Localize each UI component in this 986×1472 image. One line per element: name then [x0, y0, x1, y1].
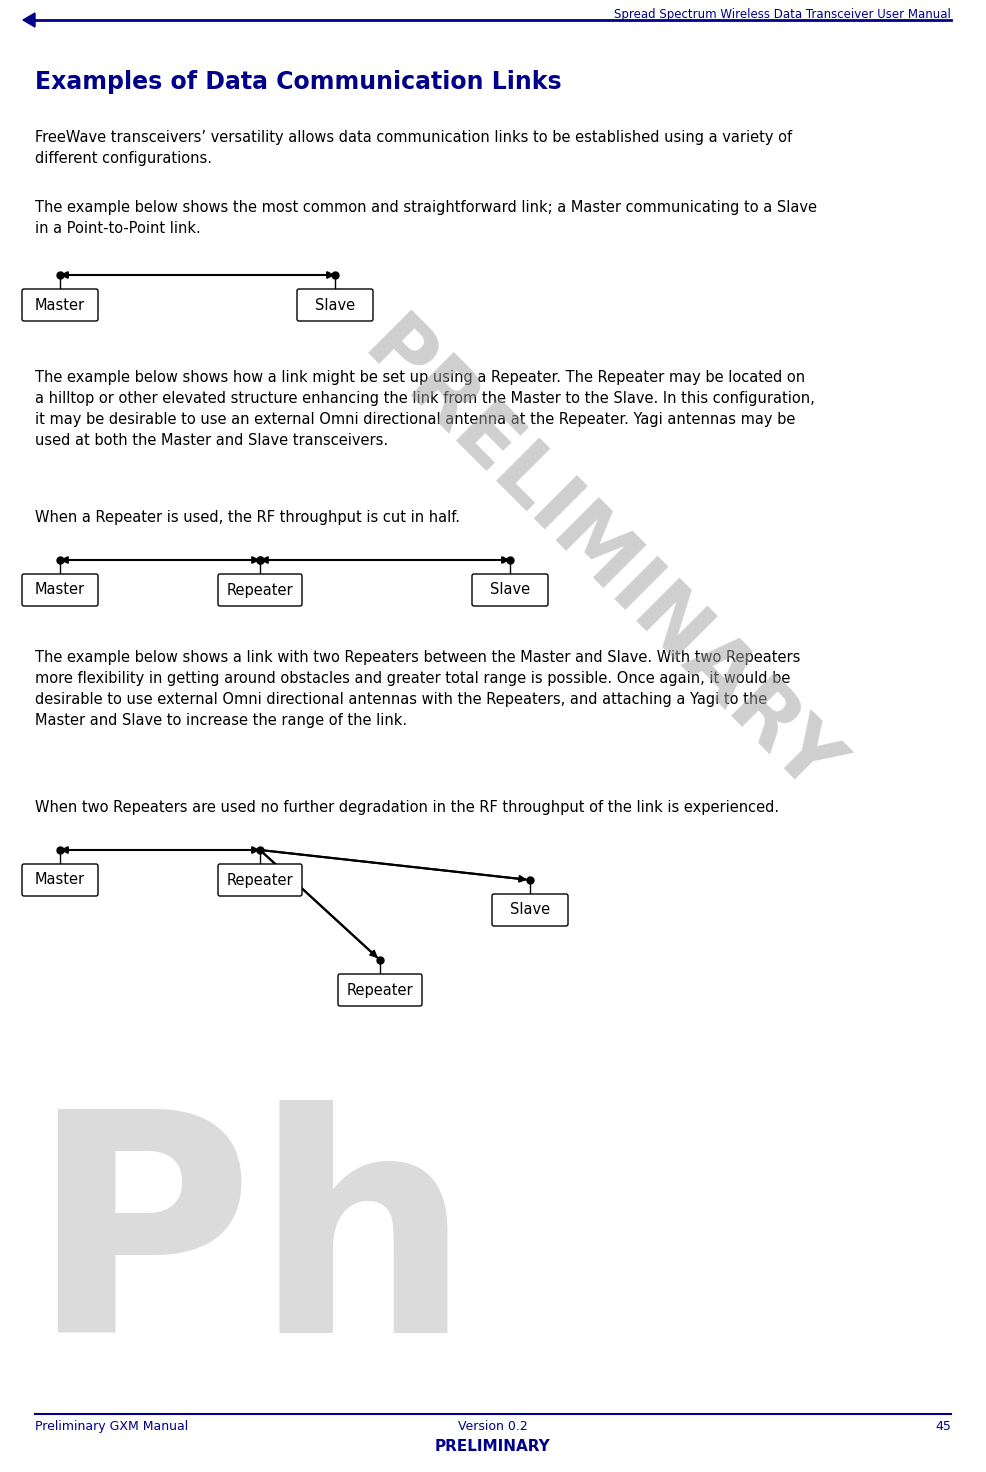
FancyBboxPatch shape	[22, 574, 98, 606]
Text: Master: Master	[35, 583, 85, 598]
Text: When two Repeaters are used no further degradation in the RF throughput of the l: When two Repeaters are used no further d…	[35, 799, 779, 815]
Text: PRELIMINARY: PRELIMINARY	[347, 308, 853, 813]
Text: Master: Master	[35, 297, 85, 312]
Text: Master: Master	[35, 873, 85, 888]
Text: Version 0.2: Version 0.2	[458, 1420, 528, 1434]
FancyBboxPatch shape	[22, 864, 98, 896]
Text: PRELIMINARY: PRELIMINARY	[435, 1440, 551, 1454]
Polygon shape	[23, 13, 35, 26]
FancyBboxPatch shape	[297, 289, 373, 321]
FancyBboxPatch shape	[22, 289, 98, 321]
Text: Repeater: Repeater	[227, 873, 293, 888]
Text: The example below shows how a link might be set up using a Repeater. The Repeate: The example below shows how a link might…	[35, 369, 814, 447]
Text: When a Repeater is used, the RF throughput is cut in half.: When a Repeater is used, the RF throughp…	[35, 509, 460, 526]
Text: Preliminary GXM Manual: Preliminary GXM Manual	[35, 1420, 188, 1434]
FancyBboxPatch shape	[218, 574, 302, 606]
Text: Repeater: Repeater	[227, 583, 293, 598]
Text: 45: 45	[935, 1420, 951, 1434]
Text: Slave: Slave	[315, 297, 355, 312]
FancyBboxPatch shape	[472, 574, 548, 606]
Text: Ph: Ph	[30, 1100, 471, 1397]
FancyBboxPatch shape	[218, 864, 302, 896]
Text: Repeater: Repeater	[347, 982, 413, 998]
Text: The example below shows a link with two Repeaters between the Master and Slave. : The example below shows a link with two …	[35, 651, 801, 729]
Text: Spread Spectrum Wireless Data Transceiver User Manual: Spread Spectrum Wireless Data Transceive…	[614, 7, 951, 21]
Text: Examples of Data Communication Links: Examples of Data Communication Links	[35, 71, 562, 94]
FancyBboxPatch shape	[338, 974, 422, 1005]
Text: The example below shows the most common and straightforward link; a Master commu: The example below shows the most common …	[35, 200, 817, 236]
Text: Slave: Slave	[490, 583, 530, 598]
Text: Slave: Slave	[510, 902, 550, 917]
FancyBboxPatch shape	[492, 894, 568, 926]
Text: FreeWave transceivers’ versatility allows data communication links to be establi: FreeWave transceivers’ versatility allow…	[35, 130, 792, 166]
